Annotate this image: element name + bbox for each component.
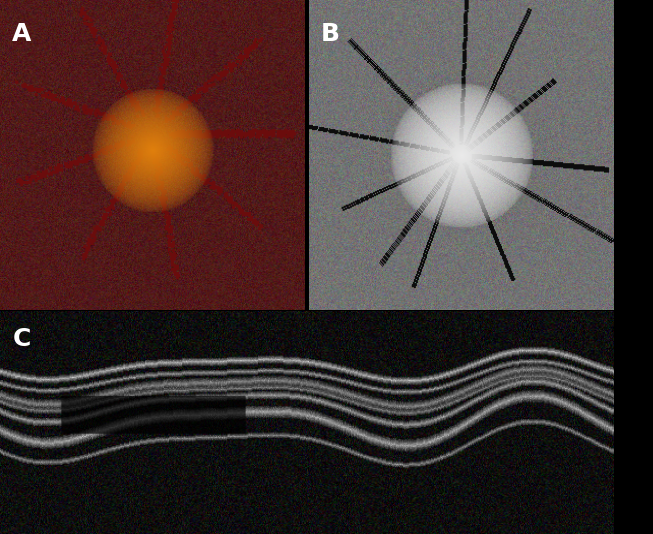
Text: B: B [321, 22, 340, 46]
Text: IMAGE COURTESY JONATHAN F. RUSSELL, MD, PHD, AND AUDINA M. BERROCAL, MD: IMAGE COURTESY JONATHAN F. RUSSELL, MD, … [629, 80, 638, 454]
Text: A: A [12, 22, 31, 46]
Text: C: C [12, 327, 31, 351]
